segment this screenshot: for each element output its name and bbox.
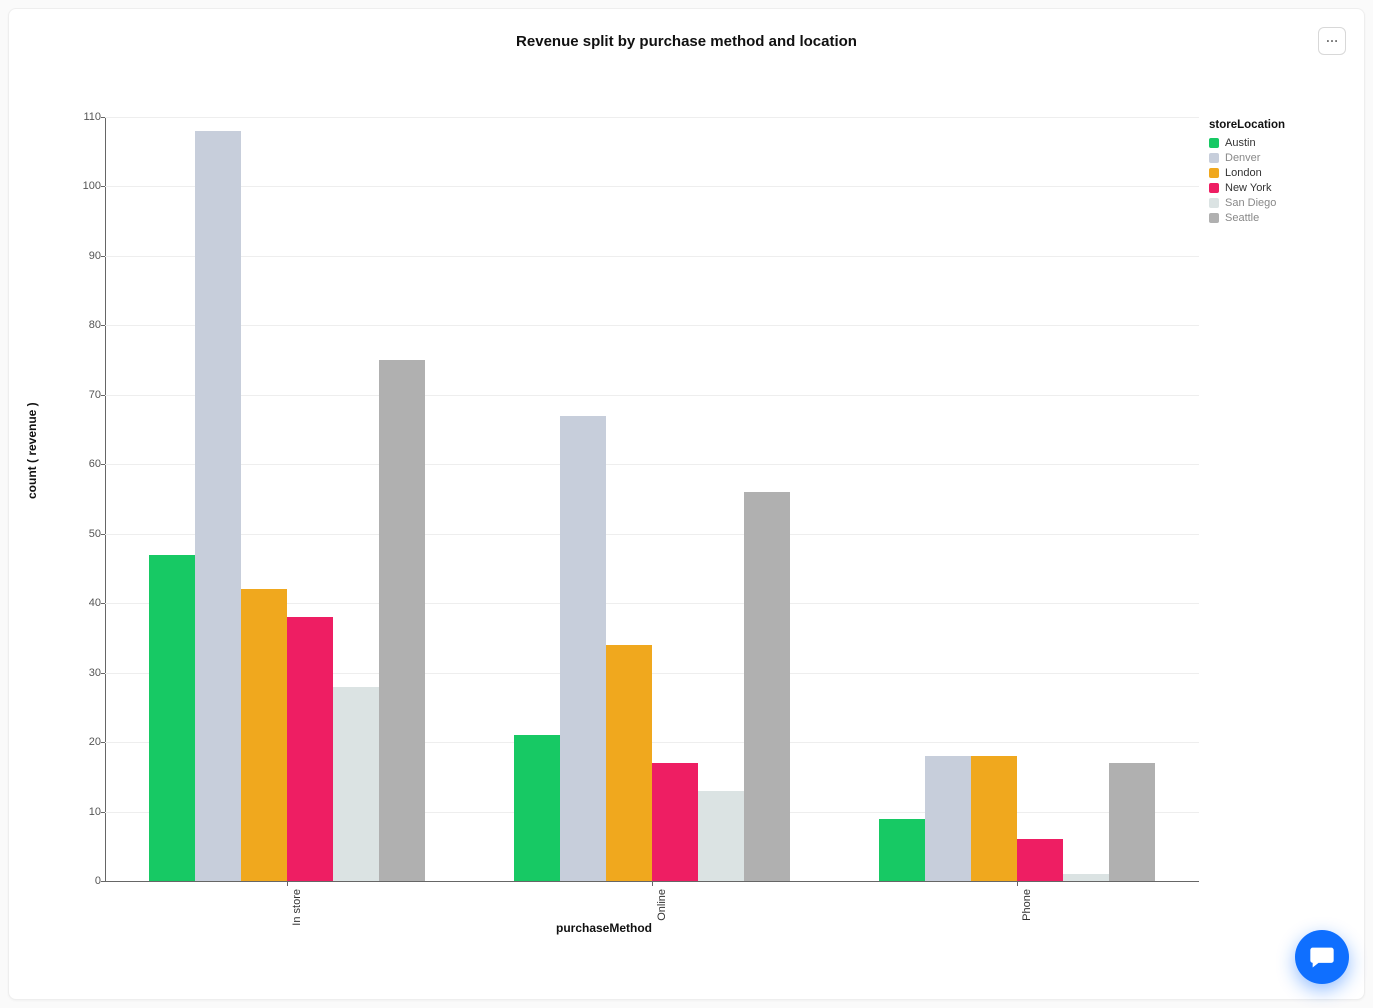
legend: storeLocation Austin Denver London New York… (1209, 119, 1285, 225)
y-tick-label: 100 (79, 180, 101, 192)
bar[interactable] (287, 617, 333, 881)
legend-item[interactable]: San Diego (1209, 195, 1285, 210)
chat-launcher-button[interactable] (1295, 930, 1349, 984)
bar[interactable] (1017, 839, 1063, 881)
bar[interactable] (1063, 874, 1109, 881)
bar[interactable] (379, 360, 425, 881)
legend-label: London (1225, 167, 1262, 179)
y-tick-mark (101, 881, 105, 882)
bar[interactable] (698, 791, 744, 881)
y-tick-label: 60 (79, 458, 101, 470)
legend-swatch (1209, 153, 1219, 163)
grid-line (105, 534, 1199, 535)
y-tick-mark (101, 186, 105, 187)
legend-item[interactable]: New York (1209, 180, 1285, 195)
x-tick-label: Phone (1021, 889, 1033, 921)
y-tick-mark (101, 395, 105, 396)
bar[interactable] (149, 555, 195, 881)
y-tick-label: 10 (79, 806, 101, 818)
y-axis-label: count ( revenue ) (25, 402, 39, 499)
y-tick-label: 50 (79, 528, 101, 540)
bar[interactable] (879, 819, 925, 882)
grid-line (105, 256, 1199, 257)
legend-label: Denver (1225, 152, 1260, 164)
y-tick-mark (101, 256, 105, 257)
ellipsis-icon (1325, 34, 1339, 48)
legend-swatch (1209, 138, 1219, 148)
x-tick-label: Online (656, 889, 668, 921)
y-tick-label: 0 (79, 875, 101, 887)
legend-title: storeLocation (1209, 119, 1285, 131)
chart-menu-button[interactable] (1318, 27, 1346, 55)
y-tick-label: 70 (79, 389, 101, 401)
grid-line (105, 117, 1199, 118)
legend-swatch (1209, 168, 1219, 178)
legend-item[interactable]: London (1209, 165, 1285, 180)
y-tick-label: 30 (79, 667, 101, 679)
bar[interactable] (333, 687, 379, 881)
legend-label: Austin (1225, 137, 1256, 149)
y-tick-label: 90 (79, 250, 101, 262)
bar[interactable] (514, 735, 560, 881)
grid-line (105, 325, 1199, 326)
grid-line (105, 464, 1199, 465)
y-tick-label: 80 (79, 319, 101, 331)
bar[interactable] (925, 756, 971, 881)
legend-swatch (1209, 183, 1219, 193)
legend-swatch (1209, 213, 1219, 223)
legend-label: Seattle (1225, 212, 1259, 224)
y-tick-label: 20 (79, 736, 101, 748)
grid-line (105, 186, 1199, 187)
bar[interactable] (606, 645, 652, 881)
y-tick-mark (101, 464, 105, 465)
bar[interactable] (971, 756, 1017, 881)
legend-label: San Diego (1225, 197, 1276, 209)
y-tick-mark (101, 812, 105, 813)
legend-label: New York (1225, 182, 1271, 194)
legend-item[interactable]: Denver (1209, 150, 1285, 165)
y-axis-line (105, 117, 106, 881)
x-axis-label: purchaseMethod (9, 921, 1199, 935)
bar[interactable] (652, 763, 698, 881)
bar[interactable] (195, 131, 241, 881)
chart-plot-area: In storeOnlinePhone (105, 117, 1199, 881)
y-tick-mark (101, 742, 105, 743)
legend-swatch (1209, 198, 1219, 208)
chart-title: Revenue split by purchase method and loc… (9, 33, 1364, 50)
x-tick-mark (287, 881, 288, 886)
y-tick-label: 110 (79, 111, 101, 123)
y-tick-mark (101, 534, 105, 535)
chart-card: Revenue split by purchase method and loc… (8, 8, 1365, 1000)
chart-plot: In storeOnlinePhone 01020304050607080901… (39, 117, 1199, 881)
bar[interactable] (744, 492, 790, 881)
x-tick-mark (1017, 881, 1018, 886)
y-tick-mark (101, 117, 105, 118)
y-tick-mark (101, 603, 105, 604)
x-tick-mark (652, 881, 653, 886)
bar[interactable] (1109, 763, 1155, 881)
bar[interactable] (560, 416, 606, 881)
bar[interactable] (241, 589, 287, 881)
y-tick-mark (101, 325, 105, 326)
legend-item[interactable]: Austin (1209, 135, 1285, 150)
grid-line (105, 395, 1199, 396)
y-tick-label: 40 (79, 597, 101, 609)
legend-item[interactable]: Seattle (1209, 210, 1285, 225)
y-tick-mark (101, 673, 105, 674)
chat-icon (1308, 943, 1336, 971)
